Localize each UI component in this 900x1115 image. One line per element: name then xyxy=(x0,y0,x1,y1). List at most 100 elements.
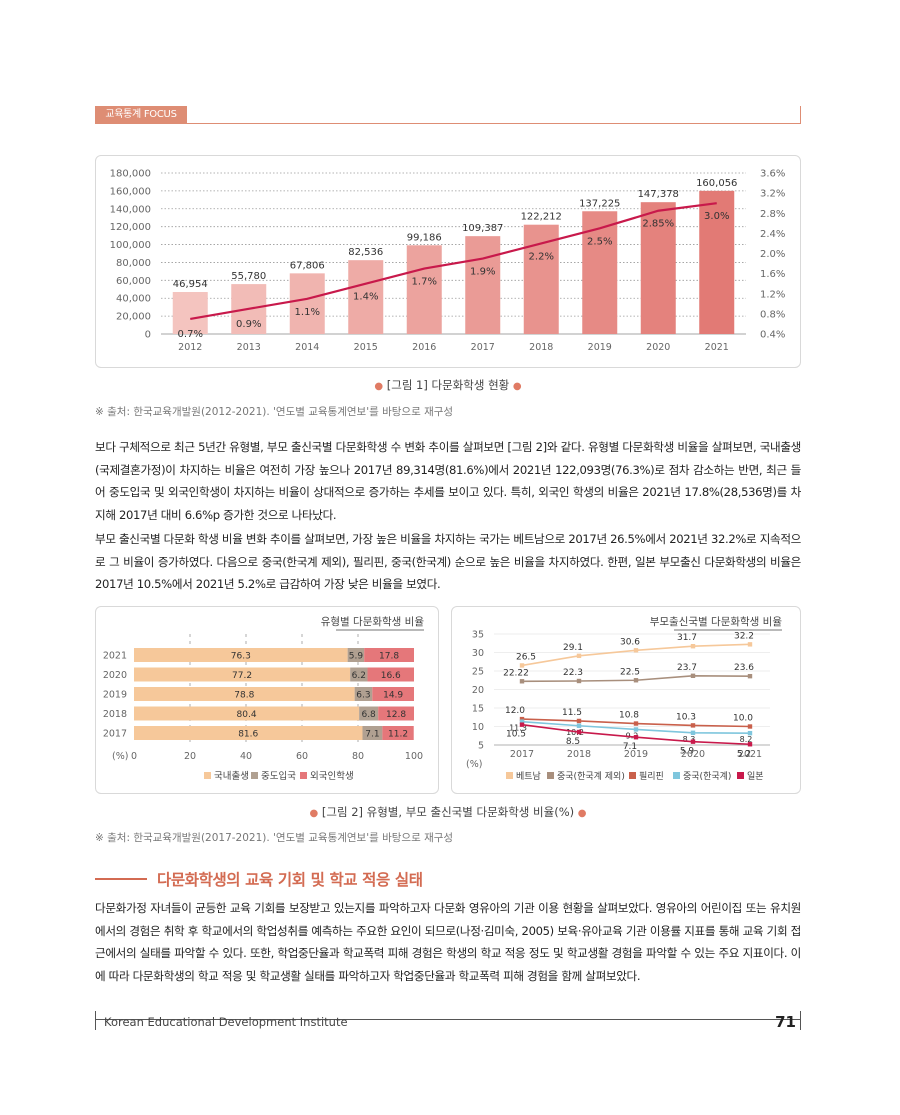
header-rule-end xyxy=(800,106,801,124)
series-point xyxy=(690,730,696,735)
x-tick-label: 2017 xyxy=(471,342,495,353)
bar-value-label: 160,056 xyxy=(696,178,737,189)
ratio-label: 0.9% xyxy=(236,319,261,330)
bar-value-label: 6.2 xyxy=(352,671,366,681)
y2-tick-label: 2.8% xyxy=(760,209,785,220)
section-heading-wrap: 다문화학생의 교육 기회 및 학교 적응 실태 xyxy=(95,868,423,890)
point-label: 8.3 xyxy=(683,735,696,744)
point-label: 10.8 xyxy=(619,711,639,721)
y-tick-label: 2019 xyxy=(103,690,127,701)
legend-label: 중국(한국계 제외) xyxy=(557,770,625,782)
x-tick-label: 2018 xyxy=(529,342,553,353)
series-point xyxy=(576,678,582,684)
series-point xyxy=(633,727,639,732)
series-point xyxy=(519,716,525,722)
caption-dot-icon: ● xyxy=(577,808,587,819)
bar-value-label: 99,186 xyxy=(407,232,442,243)
x-tick-label: 100 xyxy=(405,751,423,762)
bar xyxy=(465,236,501,334)
figure2-caption-wrap: ● [그림 2] 유형별, 부모 출신국별 다문화학생 비율(%) ● xyxy=(95,804,801,820)
bar xyxy=(582,211,618,334)
legend-swatch xyxy=(547,772,554,779)
y-tick-label: 0 xyxy=(145,330,151,341)
bar-value-label: 6.3 xyxy=(356,691,370,701)
point-label: 5.9 xyxy=(680,747,695,757)
point-label: 31.7 xyxy=(677,633,697,643)
x-tick-label: 2019 xyxy=(588,342,612,353)
figure1-caption: [그림 1] 다문화학생 현황 xyxy=(386,378,510,392)
figure1-frame: 180,000 160,000 140,000 120,000 100,000 80,00… xyxy=(95,155,801,368)
page-number: 71 xyxy=(775,1013,796,1031)
y-tick-label: 2018 xyxy=(103,709,127,720)
series-point xyxy=(747,642,753,647)
legend-label: 국내출생 xyxy=(214,771,249,782)
section-tab: 교육통계 FOCUS xyxy=(95,106,187,124)
point-label: 5.2 xyxy=(737,749,751,759)
y2-tick-label: 1.2% xyxy=(760,289,785,300)
footer-institute: Korean Educational Development Institute xyxy=(104,1015,348,1029)
series-point xyxy=(576,718,582,724)
ratio-label: 0.7% xyxy=(178,329,203,340)
point-label: 30.6 xyxy=(620,637,640,647)
point-label: 10.3 xyxy=(676,712,696,722)
bar-value-label: 109,387 xyxy=(462,223,503,234)
legend-label: 외국인학생 xyxy=(310,770,354,782)
point-label: 7.1 xyxy=(623,742,637,752)
point-label: 23.6 xyxy=(734,663,754,673)
x-tick-label: 2020 xyxy=(646,342,670,353)
point-label: 10.5 xyxy=(506,730,526,740)
bar xyxy=(699,190,735,334)
legend-swatch xyxy=(506,772,513,779)
bar-segment xyxy=(367,667,414,682)
series-point xyxy=(633,721,639,726)
bar-value-label: 11.2 xyxy=(388,730,408,740)
series-point xyxy=(633,678,639,683)
ratio-label: 2.85% xyxy=(642,219,674,230)
bar-segment xyxy=(382,726,414,740)
bar-segment xyxy=(364,648,414,662)
x-tick-label: 80 xyxy=(352,751,364,762)
heading-rule xyxy=(95,878,147,880)
bar-value-label: 12.8 xyxy=(386,710,406,720)
series-point xyxy=(747,730,753,736)
x-tick-label: 2012 xyxy=(178,342,202,353)
series-point xyxy=(576,723,582,728)
point-label: 9.2 xyxy=(626,731,639,740)
point-label: 23.7 xyxy=(677,663,697,673)
chart-title: 부모출신국별 다문화학생 비율 xyxy=(650,616,783,628)
bar-segment xyxy=(347,648,365,662)
ratio-label: 1.9% xyxy=(470,267,495,278)
unit-label: (%) xyxy=(112,751,128,762)
figure2-right-frame: 부모출신국별 다문화학생 비율 35 30 25 20 15 10 5 (%) 2017 2018 2… xyxy=(451,606,801,794)
y-tick-label: 10 xyxy=(472,722,484,733)
figure2-caption: [그림 2] 유형별, 부모 출신국별 다문화학생 비율(%) xyxy=(321,805,575,819)
x-tick-label: 20 xyxy=(184,751,196,762)
x-tick-label: 2017 xyxy=(510,749,534,760)
ratio-label: 1.7% xyxy=(412,277,437,288)
series-point xyxy=(576,729,582,735)
legend-label: 중국(한국계) xyxy=(683,770,731,782)
figure2-source: ※ 출처: 한국교육개발원(2017-2021). '연도별 교육통계연보'를 … xyxy=(95,832,454,844)
y-tick-label: 160,000 xyxy=(110,186,151,197)
point-label: 12.0 xyxy=(505,706,525,716)
point-label: 26.5 xyxy=(516,652,536,662)
series-point xyxy=(519,663,525,668)
ratio-label: 1.4% xyxy=(353,292,378,303)
point-label: 32.2 xyxy=(734,631,754,641)
bar-value-label: 147,378 xyxy=(638,189,679,200)
series-point xyxy=(690,723,696,728)
series-point xyxy=(633,735,639,740)
x-tick-label: 2014 xyxy=(295,342,319,353)
y-tick-label: 5 xyxy=(478,741,484,752)
y2-tick-label: 0.4% xyxy=(760,330,785,341)
x-tick-label: 2013 xyxy=(237,342,261,353)
legend-swatch xyxy=(737,772,744,779)
y-tick-label: 20 xyxy=(472,685,484,696)
bar-segment xyxy=(134,667,351,682)
footer-rule xyxy=(95,1019,801,1020)
footer-rule-left xyxy=(95,1011,96,1030)
legend-swatch xyxy=(673,772,680,779)
bar xyxy=(406,245,442,334)
ratio-label: 1.1% xyxy=(295,307,320,318)
y2-tick-label: 2.4% xyxy=(760,229,785,240)
